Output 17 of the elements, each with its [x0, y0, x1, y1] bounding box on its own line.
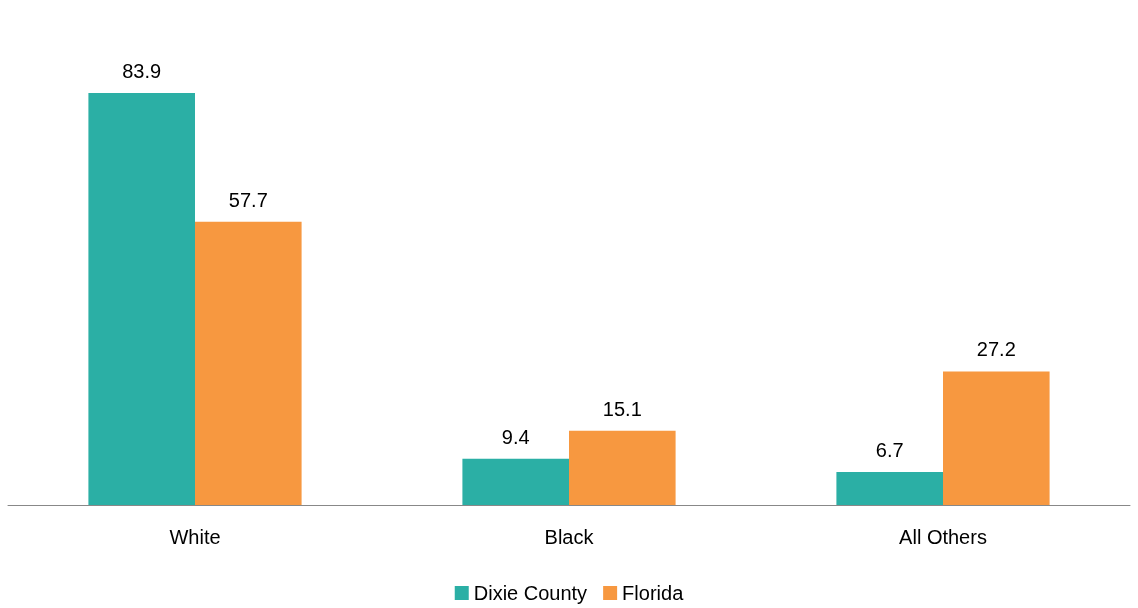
- bar: [195, 221, 302, 505]
- legend-label: Dixie County: [473, 582, 588, 604]
- bar: [836, 472, 943, 505]
- x-tick-label: White: [169, 526, 221, 548]
- data-label: 9.4: [501, 425, 530, 448]
- legend-label: Florida: [622, 582, 685, 604]
- data-label: 27.2: [976, 338, 1016, 361]
- x-tick-label: All Others: [899, 526, 987, 548]
- x-tick-label: Black: [544, 526, 595, 548]
- data-label: 83.9: [122, 60, 162, 83]
- bar: [88, 93, 195, 505]
- bar: [462, 458, 569, 505]
- bar: [943, 371, 1050, 505]
- data-label: 6.7: [875, 439, 904, 462]
- data-label: 57.7: [228, 188, 268, 211]
- bar: [569, 430, 676, 505]
- data-label: 15.1: [602, 397, 642, 420]
